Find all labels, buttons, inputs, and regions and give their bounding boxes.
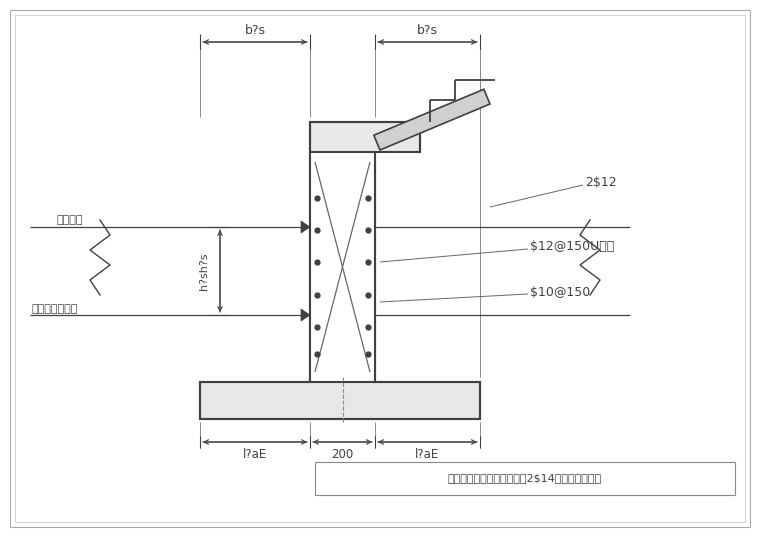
Text: b?s: b?s xyxy=(245,24,265,37)
Text: 结构梁或板顶面: 结构梁或板顶面 xyxy=(32,304,78,314)
Text: b?s: b?s xyxy=(417,24,438,37)
Text: 2$12: 2$12 xyxy=(585,176,616,188)
Text: 200: 200 xyxy=(331,447,353,461)
Polygon shape xyxy=(200,122,480,419)
Text: l?aE: l?aE xyxy=(416,447,439,461)
Text: h?sh?s: h?sh?s xyxy=(199,252,209,290)
Polygon shape xyxy=(301,221,310,233)
Polygon shape xyxy=(310,152,375,382)
Polygon shape xyxy=(374,89,490,150)
Text: l?aE: l?aE xyxy=(243,447,267,461)
Text: 楼面板时，增加板底附加筑2$14，锦入梁或墙柱: 楼面板时，增加板底附加筑2$14，锦入梁或墙柱 xyxy=(448,474,602,483)
Text: 起步标高: 起步标高 xyxy=(57,215,84,225)
Text: $10@150: $10@150 xyxy=(530,286,591,299)
Text: $12@150U型箍: $12@150U型箍 xyxy=(530,241,614,253)
Polygon shape xyxy=(301,309,310,321)
